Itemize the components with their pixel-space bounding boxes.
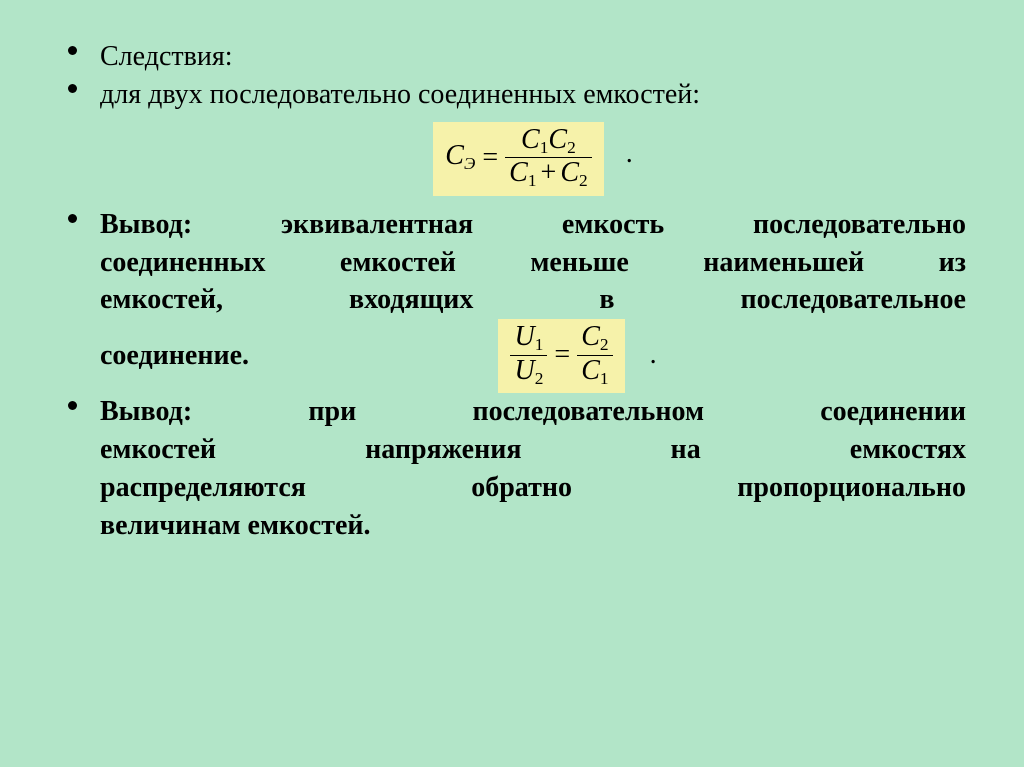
f1-lhs-sub: Э [464,155,475,174]
f1-eq: = [475,144,505,172]
bullet-icon [68,46,77,55]
f1-num-b-sub: 2 [567,138,576,157]
bullet-icon [68,84,77,93]
f2-rnum-var: C [581,321,600,352]
bullet-4-line3: распределяются обратно пропорционально [100,469,966,507]
f1-den-a-var: C [509,157,528,188]
bullet-3-line2: соединенных емкостей меньше наименьшей и… [100,244,966,282]
bullet-4-line1: Вывод: при последовательном соединении [100,393,966,431]
f1-num-a-var: C [521,124,540,155]
bullet-item-3: Вывод: эквивалентная емкость последовате… [100,206,966,394]
f2-rnum-sub: 2 [600,335,609,354]
bullet-2-text: для двух последовательно соединенных емк… [100,76,966,114]
bullet-3-line4: соединение. [100,337,249,375]
bullet-1-text: Следствия: [100,38,966,76]
f1-lhs-var: C [445,140,464,171]
f2-lden-sub: 2 [535,369,544,388]
f2-lnum-var: U [514,321,534,352]
formula-2: U1 U2 = C2 C1 [498,319,624,393]
f1-period: . [626,138,633,170]
bullet-item-4: Вывод: при последовательном соединении е… [100,393,966,544]
bullet-icon [68,401,77,410]
f1-den-a-sub: 1 [528,171,537,190]
bullet-3-line3: емкостей, входящих в последовательное [100,281,966,319]
f2-lden-var: U [514,355,534,386]
f2-rden-var: C [581,355,600,386]
f1-den-b-var: C [560,157,579,188]
formula-1: CЭ = C1C2 C1+C2 [433,122,603,196]
f2-rden-sub: 1 [600,369,609,388]
bullet-4-line4: величинам емкостей. [100,507,966,545]
formula-1-block: CЭ = C1C2 C1+C2 . [100,122,966,196]
slide: Следствия: для двух последовательно соед… [0,0,1024,767]
f2-period: . [650,336,657,374]
bullet-item-2: для двух последовательно соединенных емк… [100,76,966,114]
bullet-3-line1: Вывод: эквивалентная емкость последовате… [100,206,966,244]
f2-eq: = [547,341,577,369]
f2-lnum-sub: 1 [535,335,544,354]
bullet-4-line2: емкостей напряжения на емкостях [100,431,966,469]
f1-den-b-sub: 2 [579,171,588,190]
f1-num-b-var: C [548,124,567,155]
f1-den-plus: + [537,157,561,188]
bullet-list: Следствия: для двух последовательно соед… [100,38,966,544]
bullet-icon [68,214,77,223]
bullet-item-1: Следствия: [100,38,966,76]
